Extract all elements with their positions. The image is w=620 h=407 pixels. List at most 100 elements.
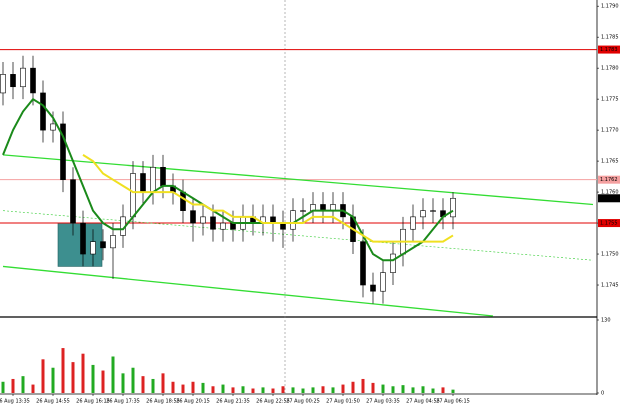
- trendline: [2, 265, 494, 317]
- volume-bar: [301, 388, 305, 393]
- candle-body: [130, 173, 136, 218]
- level-label: 1.1762: [600, 177, 618, 183]
- volume-bar: [11, 378, 15, 393]
- volume-bar: [361, 378, 365, 393]
- volume-bar: [311, 387, 315, 393]
- candle-body: [430, 210, 436, 212]
- volume-bar: [151, 378, 155, 393]
- y-tick-label: 1.1750: [601, 252, 619, 258]
- volume-bar: [431, 388, 435, 393]
- x-tick-label: 27 Aug 06:15: [436, 399, 470, 405]
- candle-body: [200, 216, 206, 224]
- y-tick-label: 1.1780: [601, 66, 619, 72]
- volume-bar: [61, 348, 65, 393]
- volume-bar: [321, 386, 325, 393]
- volume-bar: [21, 376, 25, 393]
- x-tick-label: 26 Aug 18:55: [146, 399, 180, 405]
- x-tick-label: 27 Aug 04:55: [406, 399, 440, 405]
- x-tick-label: 26 Aug 22:55: [256, 399, 290, 405]
- volume-bar: [241, 386, 245, 393]
- candle-body: [370, 284, 376, 292]
- x-tick-label: 27 Aug 00:25: [286, 399, 320, 405]
- y-tick-label: 1.1785: [601, 35, 619, 41]
- volume-bar: [181, 384, 185, 393]
- candle-body: [50, 123, 56, 131]
- volume-bar: [231, 387, 235, 393]
- candle-body: [20, 67, 26, 88]
- candle-body: [140, 173, 146, 193]
- volume-bar: [171, 381, 175, 393]
- x-tick-label: 26 Aug 17:35: [106, 399, 140, 405]
- volume-bar: [291, 387, 295, 393]
- volume-bar: [421, 386, 425, 393]
- volume-bar: [271, 388, 275, 393]
- candle-body: [90, 241, 96, 255]
- level-label: 1.1783: [600, 47, 618, 53]
- x-tick-label: 26 Aug 14:55: [36, 399, 70, 405]
- candle-body: [450, 197, 456, 218]
- volume-bar: [451, 389, 455, 393]
- volume-tick-label: 0: [601, 391, 604, 397]
- volume-bar: [261, 387, 265, 393]
- volume-bar: [351, 381, 355, 393]
- volume-bar: [91, 364, 95, 393]
- candle-body: [110, 235, 116, 249]
- volume-bar: [131, 367, 135, 393]
- volume-tick-label: 130: [601, 318, 611, 324]
- level-label: 1.1755: [600, 221, 618, 227]
- candle-body: [390, 253, 396, 273]
- candle-body: [70, 179, 76, 224]
- volume-bar: [371, 382, 375, 393]
- candle-body: [420, 210, 426, 218]
- volume-bar: [31, 384, 35, 393]
- volume-bar: [221, 384, 225, 393]
- candle-body: [150, 166, 156, 193]
- candle-body: [210, 216, 216, 230]
- volume-bar: [111, 356, 115, 393]
- volume-bar: [281, 386, 285, 393]
- y-tick-label: 1.1770: [601, 128, 619, 134]
- candle-body: [290, 210, 296, 230]
- y-tick-label: 1.1765: [601, 159, 619, 165]
- x-tick-label: 27 Aug 01:50: [326, 399, 360, 405]
- y-tick-label: 1.1775: [601, 97, 619, 103]
- volume-bar: [51, 367, 55, 393]
- volume-bar: [201, 382, 205, 393]
- volume-bar: [191, 381, 195, 393]
- candle-body: [380, 272, 386, 292]
- volume-bar: [441, 387, 445, 393]
- y-tick-label: 1.1745: [601, 283, 619, 289]
- volume-bar: [161, 373, 165, 393]
- moving-average: [2, 97, 454, 262]
- volume-bar: [101, 370, 105, 393]
- volume-bar: [341, 384, 345, 393]
- candle-body: [80, 222, 86, 255]
- volume-bar: [1, 381, 5, 393]
- volume-bar: [401, 385, 405, 393]
- candle-body: [30, 67, 36, 94]
- volume-bar: [331, 387, 335, 393]
- x-tick-label: 26 Aug 16:15: [76, 399, 110, 405]
- volume-bar: [211, 386, 215, 393]
- volume-bar: [251, 388, 255, 393]
- candle-body: [180, 191, 186, 211]
- x-tick-label: 26 Aug 21:35: [216, 399, 250, 405]
- x-tick-label: 26 Aug 20:15: [176, 399, 210, 405]
- level-badge: [598, 194, 620, 203]
- candle-body: [410, 216, 416, 230]
- volume-bar: [411, 387, 415, 393]
- volume-bar: [81, 353, 85, 393]
- candle-body: [0, 74, 6, 94]
- candle-body: [100, 241, 106, 249]
- y-tick-label: 1.1790: [601, 4, 619, 10]
- trendline: [2, 210, 594, 261]
- trendline: [2, 154, 594, 206]
- volume-bar: [391, 386, 395, 393]
- candle-body: [360, 241, 366, 286]
- candle-body: [40, 92, 46, 131]
- level-label: 1.1759: [600, 196, 618, 202]
- level-badge: [598, 219, 620, 228]
